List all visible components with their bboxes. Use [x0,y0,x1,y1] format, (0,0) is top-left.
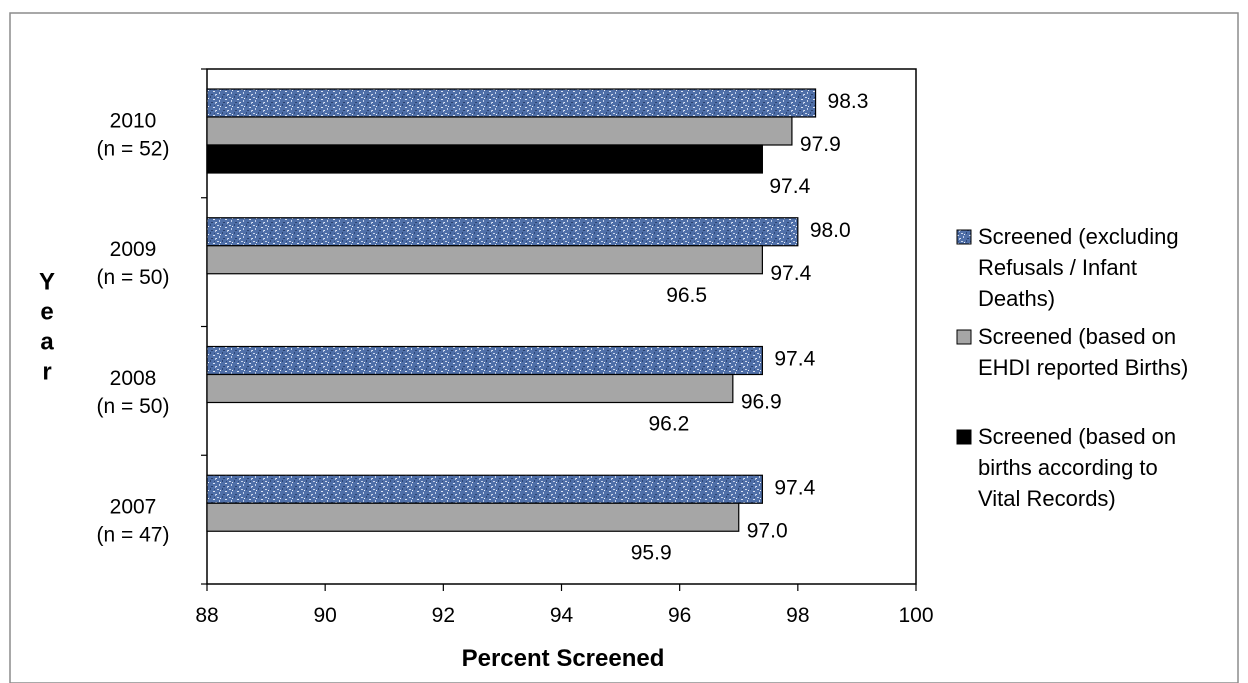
data-label: 98.0 [810,219,851,242]
legend-swatch [956,229,972,245]
legend-label: EHDI reported Births) [978,355,1188,380]
legend-label: Deaths) [978,286,1055,311]
category-label-n: (n = 50) [97,266,170,289]
data-label: 96.2 [648,413,689,436]
y-axis-title-letter: Y [39,269,55,296]
bar [206,217,799,247]
legend: Screened (excluding Refusals / Infant Deat… [956,224,1188,511]
legend-label: Refusals / Infant [978,255,1137,280]
data-label: 96.5 [666,284,707,307]
x-tick-label: 98 [786,604,809,627]
data-label: 97.4 [769,175,810,198]
x-axis-title: Percent Screened [462,645,665,672]
x-tick-label: 92 [432,604,455,627]
bar [206,502,740,532]
y-axis-title-letter: e [40,299,53,326]
x-tick-label: 94 [550,604,574,627]
data-label: 97.0 [747,519,788,542]
legend-label: Screened (based on [978,424,1176,449]
category-labels-group: 2010 (n = 52) 2009 (n = 50) 2008 (n = 50) 2007… [97,109,170,546]
x-tick-label: 90 [313,604,336,627]
category-label-n: (n = 52) [97,137,170,160]
bar [206,88,817,118]
data-label: 98.3 [828,90,869,113]
legend-swatch [956,329,972,345]
y-axis-title-letter: r [42,359,51,386]
data-label: 97.4 [774,476,815,499]
data-label: 97.4 [774,348,815,371]
x-tick-label: 100 [898,604,933,627]
legend-label: births according to [978,455,1158,480]
legend-label: Screened (excluding [978,224,1179,249]
bar [206,245,763,275]
legend-label: Vital Records) [978,486,1116,511]
category-label-year: 2009 [110,238,157,261]
axis-ticks: 88 90 92 94 96 98 100 [195,68,934,627]
category-label-year: 2008 [110,367,157,390]
category-label-year: 2007 [110,496,157,519]
bar [206,373,734,404]
legend-swatch [956,429,972,445]
category-label-year: 2010 [110,109,157,132]
bar [206,116,793,146]
x-tick-label: 88 [195,604,218,627]
bars-group [206,88,817,532]
bar [206,144,763,174]
data-label: 95.9 [631,541,672,564]
data-label: 97.9 [800,133,841,156]
bar [206,345,763,376]
bar [206,474,763,504]
category-label-n: (n = 47) [97,524,170,547]
data-label: 96.9 [741,391,782,414]
y-axis-title-letter: a [40,329,54,356]
data-label: 97.4 [770,262,811,285]
category-label-n: (n = 50) [97,395,170,418]
data-labels-group: 98.397.997.498.097.496.597.496.996.297.4… [631,90,869,564]
x-tick-label: 96 [668,604,691,627]
legend-label: Screened (based on [978,324,1176,349]
